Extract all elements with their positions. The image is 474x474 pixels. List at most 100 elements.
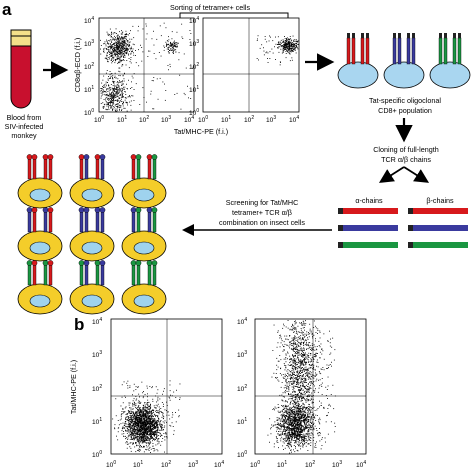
dot <box>112 81 114 83</box>
dot <box>301 416 303 418</box>
dot <box>276 438 278 439</box>
dot <box>305 323 307 325</box>
dot <box>291 439 293 441</box>
dot <box>112 109 113 111</box>
dot <box>150 424 152 426</box>
dot <box>153 432 155 434</box>
dot <box>289 440 291 441</box>
dot <box>300 412 302 413</box>
dot <box>116 87 118 89</box>
dot <box>310 425 311 427</box>
dot <box>116 435 117 437</box>
dot <box>157 410 159 412</box>
dot <box>139 429 141 431</box>
arrow-to-alpha <box>378 166 405 183</box>
dot <box>144 420 146 421</box>
dot <box>284 384 286 386</box>
dot <box>177 46 178 48</box>
dot <box>137 406 139 407</box>
dot <box>304 419 306 420</box>
dot <box>167 411 169 413</box>
dot <box>306 440 308 442</box>
dot <box>140 419 142 421</box>
dot <box>126 51 128 53</box>
dot <box>297 407 298 408</box>
dot <box>284 416 286 418</box>
dot <box>304 429 306 430</box>
arrow-to-beta <box>403 166 430 183</box>
dot <box>305 418 307 420</box>
dot <box>129 45 131 46</box>
dot <box>134 433 136 435</box>
dot <box>282 415 284 417</box>
dot <box>128 96 130 97</box>
dot <box>302 441 304 443</box>
dot <box>297 407 299 408</box>
dot <box>291 423 292 425</box>
dot <box>187 85 188 87</box>
dot <box>152 422 154 424</box>
blood-label-line2: SIV-infected <box>5 122 44 131</box>
dot <box>290 50 292 52</box>
dot <box>310 420 312 422</box>
flow-plot-b2 <box>254 318 367 455</box>
receptor-chain <box>397 37 402 65</box>
dot <box>111 31 113 33</box>
dot <box>300 419 302 421</box>
dot <box>288 432 290 433</box>
dot <box>302 421 304 423</box>
dot <box>167 51 169 52</box>
dot <box>118 107 120 108</box>
dot <box>141 381 143 383</box>
dot <box>147 428 149 430</box>
dot <box>306 428 308 429</box>
dot <box>313 381 315 382</box>
dot <box>304 437 305 439</box>
dot <box>115 51 117 53</box>
dot <box>140 428 142 430</box>
dot <box>145 442 147 444</box>
dot <box>121 96 123 98</box>
dot <box>293 325 295 327</box>
dot <box>265 52 267 54</box>
dot <box>144 432 146 433</box>
dot <box>118 52 119 54</box>
dot <box>125 435 126 437</box>
dot <box>144 416 146 417</box>
dot <box>116 84 118 86</box>
dot <box>129 415 131 416</box>
dot <box>109 101 111 103</box>
dot <box>156 421 158 423</box>
dot <box>149 419 151 421</box>
dot <box>294 422 296 424</box>
dot <box>311 401 313 403</box>
dot <box>310 418 312 420</box>
dot <box>155 415 156 417</box>
dot <box>293 385 295 387</box>
dot <box>294 45 295 47</box>
dot <box>302 367 303 368</box>
dot <box>306 374 307 376</box>
dot <box>291 431 293 433</box>
dot <box>128 417 129 419</box>
dot <box>294 436 296 438</box>
dot <box>124 37 126 39</box>
dot <box>293 435 295 437</box>
dot <box>131 420 133 422</box>
dot <box>145 431 147 433</box>
dot <box>303 435 305 437</box>
dot <box>116 103 118 105</box>
dot <box>298 429 300 430</box>
dot <box>300 431 302 433</box>
dot <box>283 405 284 407</box>
dot <box>119 109 120 111</box>
dot <box>282 441 284 443</box>
dot <box>293 331 295 333</box>
dot <box>137 432 139 433</box>
dot <box>158 418 159 419</box>
dot <box>264 36 266 37</box>
dot <box>136 427 138 428</box>
dot <box>159 25 161 27</box>
dot <box>159 410 161 412</box>
dot <box>135 407 137 408</box>
